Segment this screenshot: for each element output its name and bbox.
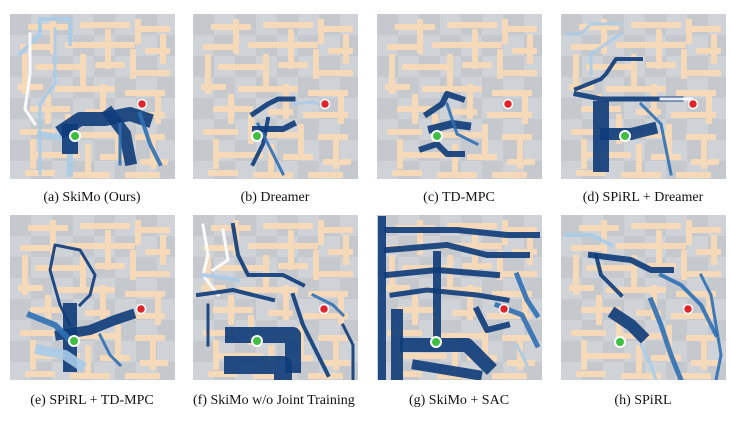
goal-marker bbox=[684, 305, 693, 314]
maze-panel-d bbox=[561, 14, 726, 179]
caption-b: (b) Dreamer bbox=[180, 189, 370, 206]
caption-g: (g) SkiMo + SAC bbox=[364, 392, 554, 409]
start-marker bbox=[615, 337, 625, 347]
start-marker bbox=[431, 337, 441, 347]
maze-panel-g bbox=[377, 215, 542, 380]
caption-d: (d) SPiRL + Dreamer bbox=[548, 189, 731, 206]
goal-marker bbox=[138, 100, 147, 109]
goal-marker bbox=[321, 100, 330, 109]
maze-panel-a bbox=[10, 14, 175, 179]
maze-panel-h bbox=[561, 215, 726, 380]
maze-panel-c bbox=[377, 14, 542, 179]
start-marker bbox=[69, 336, 79, 346]
maze-panel-f bbox=[193, 215, 358, 380]
caption-c: (c) TD-MPC bbox=[364, 189, 554, 206]
maze-panel-e bbox=[10, 215, 175, 380]
caption-f: (f) SkiMo w/o Joint Training bbox=[193, 392, 368, 409]
caption-a: (a) SkiMo (Ours) bbox=[0, 189, 187, 206]
start-marker bbox=[252, 336, 262, 346]
goal-marker bbox=[504, 100, 513, 109]
caption-h: (h) SPiRL bbox=[548, 392, 731, 409]
trajectory-path bbox=[432, 124, 467, 129]
start-marker bbox=[252, 131, 262, 141]
start-marker bbox=[432, 131, 442, 141]
caption-e: (e) SPiRL + TD-MPC bbox=[0, 392, 187, 409]
goal-marker bbox=[500, 305, 509, 314]
goal-marker bbox=[320, 305, 329, 314]
start-marker bbox=[620, 131, 630, 141]
goal-marker bbox=[137, 305, 146, 314]
goal-marker bbox=[689, 100, 698, 109]
start-marker bbox=[70, 131, 80, 141]
maze-panel-b bbox=[193, 14, 358, 179]
